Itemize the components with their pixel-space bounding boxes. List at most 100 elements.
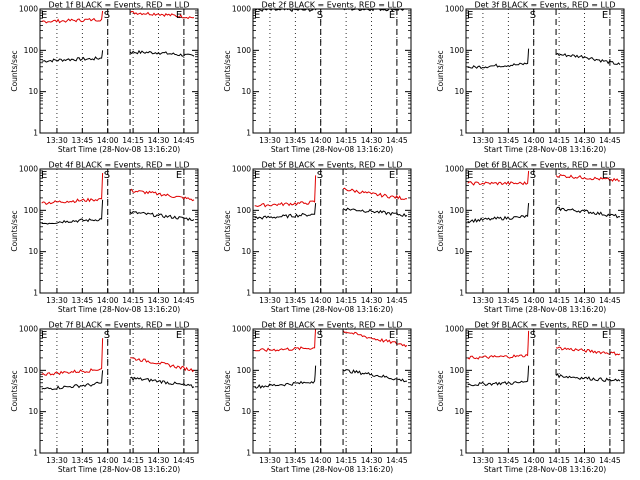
marker-label-e-left: E	[254, 330, 260, 341]
x-tick-label: 14:45	[173, 296, 195, 305]
y-tick-label: 1	[459, 129, 464, 138]
y-tick-label: 100	[237, 366, 252, 375]
x-tick-label: 13:45	[498, 136, 520, 145]
series-line-lld	[254, 329, 408, 352]
x-tick-label: 14:30	[574, 136, 596, 145]
y-axis-label: Counts/sec	[436, 370, 445, 411]
x-tick-label: 14:15	[335, 136, 357, 145]
series-line-lld	[254, 175, 408, 208]
plot-frame	[252, 328, 412, 454]
marker-label-e: E	[602, 330, 608, 341]
series-line-lld	[467, 330, 621, 360]
panel-7: Det 7f BLACK = Events, RED = LLD 1 10 100 10…	[10, 321, 199, 474]
panel-1: Det 1f BLACK = Events, RED = LLD 1 10 100 10…	[10, 1, 199, 154]
series-line-events	[254, 9, 408, 13]
x-tick-label: 14:15	[122, 456, 144, 465]
y-axis-label: Counts/sec	[223, 50, 232, 91]
x-tick-label: 14:00	[310, 456, 332, 465]
x-axis-label: Start Time (28-Nov-08 13:16:20)	[58, 145, 180, 154]
marker-label-e: E	[176, 10, 182, 21]
series-group	[254, 329, 408, 389]
panel-title: Det 6f BLACK = Events, RED = LLD	[474, 161, 615, 170]
x-axis-label: Start Time (28-Nov-08 13:16:20)	[271, 305, 393, 314]
series-group	[467, 48, 621, 70]
panel-title: Det 3f BLACK = Events, RED = LLD	[474, 1, 615, 10]
x-tick-label: 13:45	[285, 296, 307, 305]
y-tick-label: 100	[237, 206, 252, 215]
y-axis-label: Counts/sec	[10, 50, 19, 91]
series-group	[41, 10, 195, 63]
x-tick-label: 14:00	[97, 136, 119, 145]
x-tick-label: 13:30	[472, 296, 494, 305]
x-tick-label: 14:00	[97, 296, 119, 305]
marker-label-e: E	[389, 10, 395, 21]
marker-label-e: E	[602, 10, 608, 21]
y-axis-label: Counts/sec	[223, 210, 232, 251]
y-tick-label: 1	[33, 289, 38, 298]
x-tick-label: 14:30	[361, 136, 383, 145]
marker-label-s: S	[104, 10, 110, 21]
y-tick-label: 100	[24, 46, 39, 55]
panel-title: Det 8f BLACK = Events, RED = LLD	[261, 321, 402, 330]
x-tick-label: 14:00	[97, 456, 119, 465]
plot-frame	[465, 8, 625, 134]
y-tick-label: 10	[454, 87, 464, 96]
x-tick-label: 13:45	[72, 456, 94, 465]
series-line-events	[41, 370, 195, 391]
y-tick-label: 1000	[445, 325, 464, 334]
series-group	[467, 330, 621, 387]
marker-label-e-left: E	[254, 170, 260, 181]
x-tick-label: 14:45	[173, 456, 195, 465]
plot-frame	[465, 328, 625, 454]
y-tick-label: 1000	[232, 325, 251, 334]
y-tick-label: 10	[28, 247, 38, 256]
x-tick-label: 14:30	[361, 456, 383, 465]
y-tick-label: 1000	[19, 5, 38, 14]
series-line-lld	[467, 170, 621, 186]
panel-4: Det 4f BLACK = Events, RED = LLD 1 10 100 10…	[10, 161, 199, 314]
x-axis-label: Start Time (28-Nov-08 13:16:20)	[484, 145, 606, 154]
marker-label-e-left: E	[254, 10, 260, 21]
y-tick-label: 10	[241, 247, 251, 256]
y-tick-label: 1000	[19, 165, 38, 174]
series-line-events	[467, 48, 621, 70]
y-tick-label: 1	[246, 289, 251, 298]
y-axis-label: Counts/sec	[436, 50, 445, 91]
x-axis-label: Start Time (28-Nov-08 13:16:20)	[484, 305, 606, 314]
x-axis-label: Start Time (28-Nov-08 13:16:20)	[271, 145, 393, 154]
plot-frame	[39, 168, 199, 294]
x-tick-label: 14:30	[148, 136, 170, 145]
marker-label-e: E	[389, 330, 395, 341]
x-tick-label: 14:30	[148, 296, 170, 305]
y-tick-label: 10	[28, 87, 38, 96]
x-tick-label: 14:45	[386, 136, 408, 145]
x-tick-label: 14:45	[599, 136, 621, 145]
y-tick-label: 1	[246, 129, 251, 138]
marker-label-e-left: E	[41, 170, 47, 181]
marker-label-s: S	[530, 170, 536, 181]
y-tick-label: 10	[454, 247, 464, 256]
x-tick-label: 14:45	[386, 456, 408, 465]
x-tick-label: 13:45	[285, 456, 307, 465]
y-tick-label: 100	[450, 206, 465, 215]
y-tick-label: 1000	[232, 165, 251, 174]
series-group	[41, 338, 195, 391]
marker-label-s: S	[317, 10, 323, 21]
y-tick-label: 100	[24, 366, 39, 375]
x-axis-label: Start Time (28-Nov-08 13:16:20)	[58, 465, 180, 474]
panel-5: Det 5f BLACK = Events, RED = LLD 1 10 100 10…	[223, 161, 412, 314]
x-tick-label: 13:45	[72, 296, 94, 305]
series-line-events	[41, 199, 195, 225]
x-axis-label: Start Time (28-Nov-08 13:16:20)	[58, 305, 180, 314]
y-tick-label: 1	[33, 449, 38, 458]
x-tick-label: 14:00	[523, 296, 545, 305]
x-tick-label: 13:30	[46, 136, 68, 145]
x-tick-label: 13:30	[259, 456, 281, 465]
y-axis-label: Counts/sec	[10, 370, 19, 411]
x-tick-label: 14:15	[122, 296, 144, 305]
panel-9: Det 9f BLACK = Events, RED = LLD 1 10 100 10…	[436, 321, 625, 474]
x-tick-label: 14:00	[523, 456, 545, 465]
x-tick-label: 14:15	[122, 136, 144, 145]
x-tick-label: 13:30	[46, 456, 68, 465]
